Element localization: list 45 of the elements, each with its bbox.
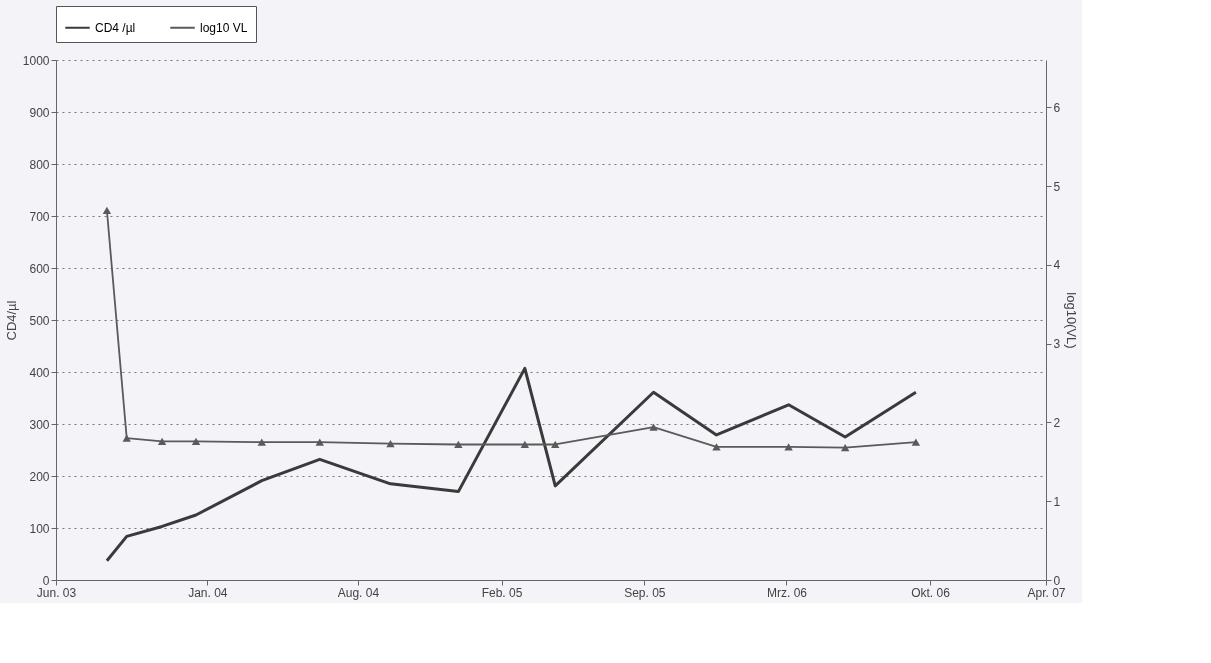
y-axis-title: CD4/µl bbox=[3, 300, 19, 341]
y2-axis-title: log10(VL) bbox=[1064, 292, 1080, 349]
y2-tick-label: 6 bbox=[1053, 100, 1061, 115]
y2-tick-label: 0 bbox=[1053, 573, 1061, 588]
point bbox=[712, 443, 721, 451]
x-tick-label: Feb. 05 bbox=[481, 585, 523, 600]
y-tick-label: 800 bbox=[29, 157, 50, 172]
y-tick-label: 300 bbox=[29, 417, 50, 432]
y2-tick-label: 1 bbox=[1053, 494, 1061, 509]
y-tick-label: 100 bbox=[29, 521, 50, 536]
x-tick-label: Mrz. 06 bbox=[766, 585, 808, 600]
point bbox=[102, 206, 112, 215]
x-tick-label: Sep. 05 bbox=[624, 585, 666, 600]
y-tick-label: 700 bbox=[29, 209, 50, 224]
point bbox=[911, 438, 921, 446]
point bbox=[122, 434, 131, 442]
point bbox=[649, 423, 658, 431]
legend-label: CD4 /µl bbox=[95, 20, 136, 35]
y-tick-label: 400 bbox=[29, 365, 50, 380]
x-tick-label: Apr. 07 bbox=[1027, 585, 1066, 600]
point bbox=[520, 440, 530, 449]
y-tick-label: 900 bbox=[29, 105, 50, 120]
y-tick-label: 500 bbox=[29, 313, 50, 328]
point bbox=[315, 438, 324, 446]
line-series bbox=[105, 366, 918, 563]
point bbox=[157, 437, 167, 445]
y2-tick-label: 5 bbox=[1053, 179, 1061, 194]
y-tick-label: 0 bbox=[42, 573, 50, 588]
point bbox=[840, 444, 850, 452]
y-tick-label: 1000 bbox=[22, 53, 50, 68]
x-tick-label: Jan. 04 bbox=[188, 585, 228, 600]
legend-label: log10 VL bbox=[200, 20, 248, 35]
y2-tick-label: 3 bbox=[1053, 337, 1061, 352]
point bbox=[454, 440, 463, 449]
point bbox=[257, 438, 266, 446]
y-tick-label: 600 bbox=[29, 261, 50, 276]
y2-tick-label: 4 bbox=[1053, 258, 1061, 273]
point bbox=[191, 437, 201, 445]
point bbox=[386, 440, 395, 448]
x-tick-label: Okt. 06 bbox=[911, 585, 951, 600]
x-tick-label: Jun. 03 bbox=[36, 585, 77, 600]
x-tick-label: Aug. 04 bbox=[337, 585, 380, 600]
point bbox=[551, 440, 560, 449]
y-tick-label: 200 bbox=[29, 469, 50, 484]
y2-tick-label: 2 bbox=[1053, 415, 1061, 430]
